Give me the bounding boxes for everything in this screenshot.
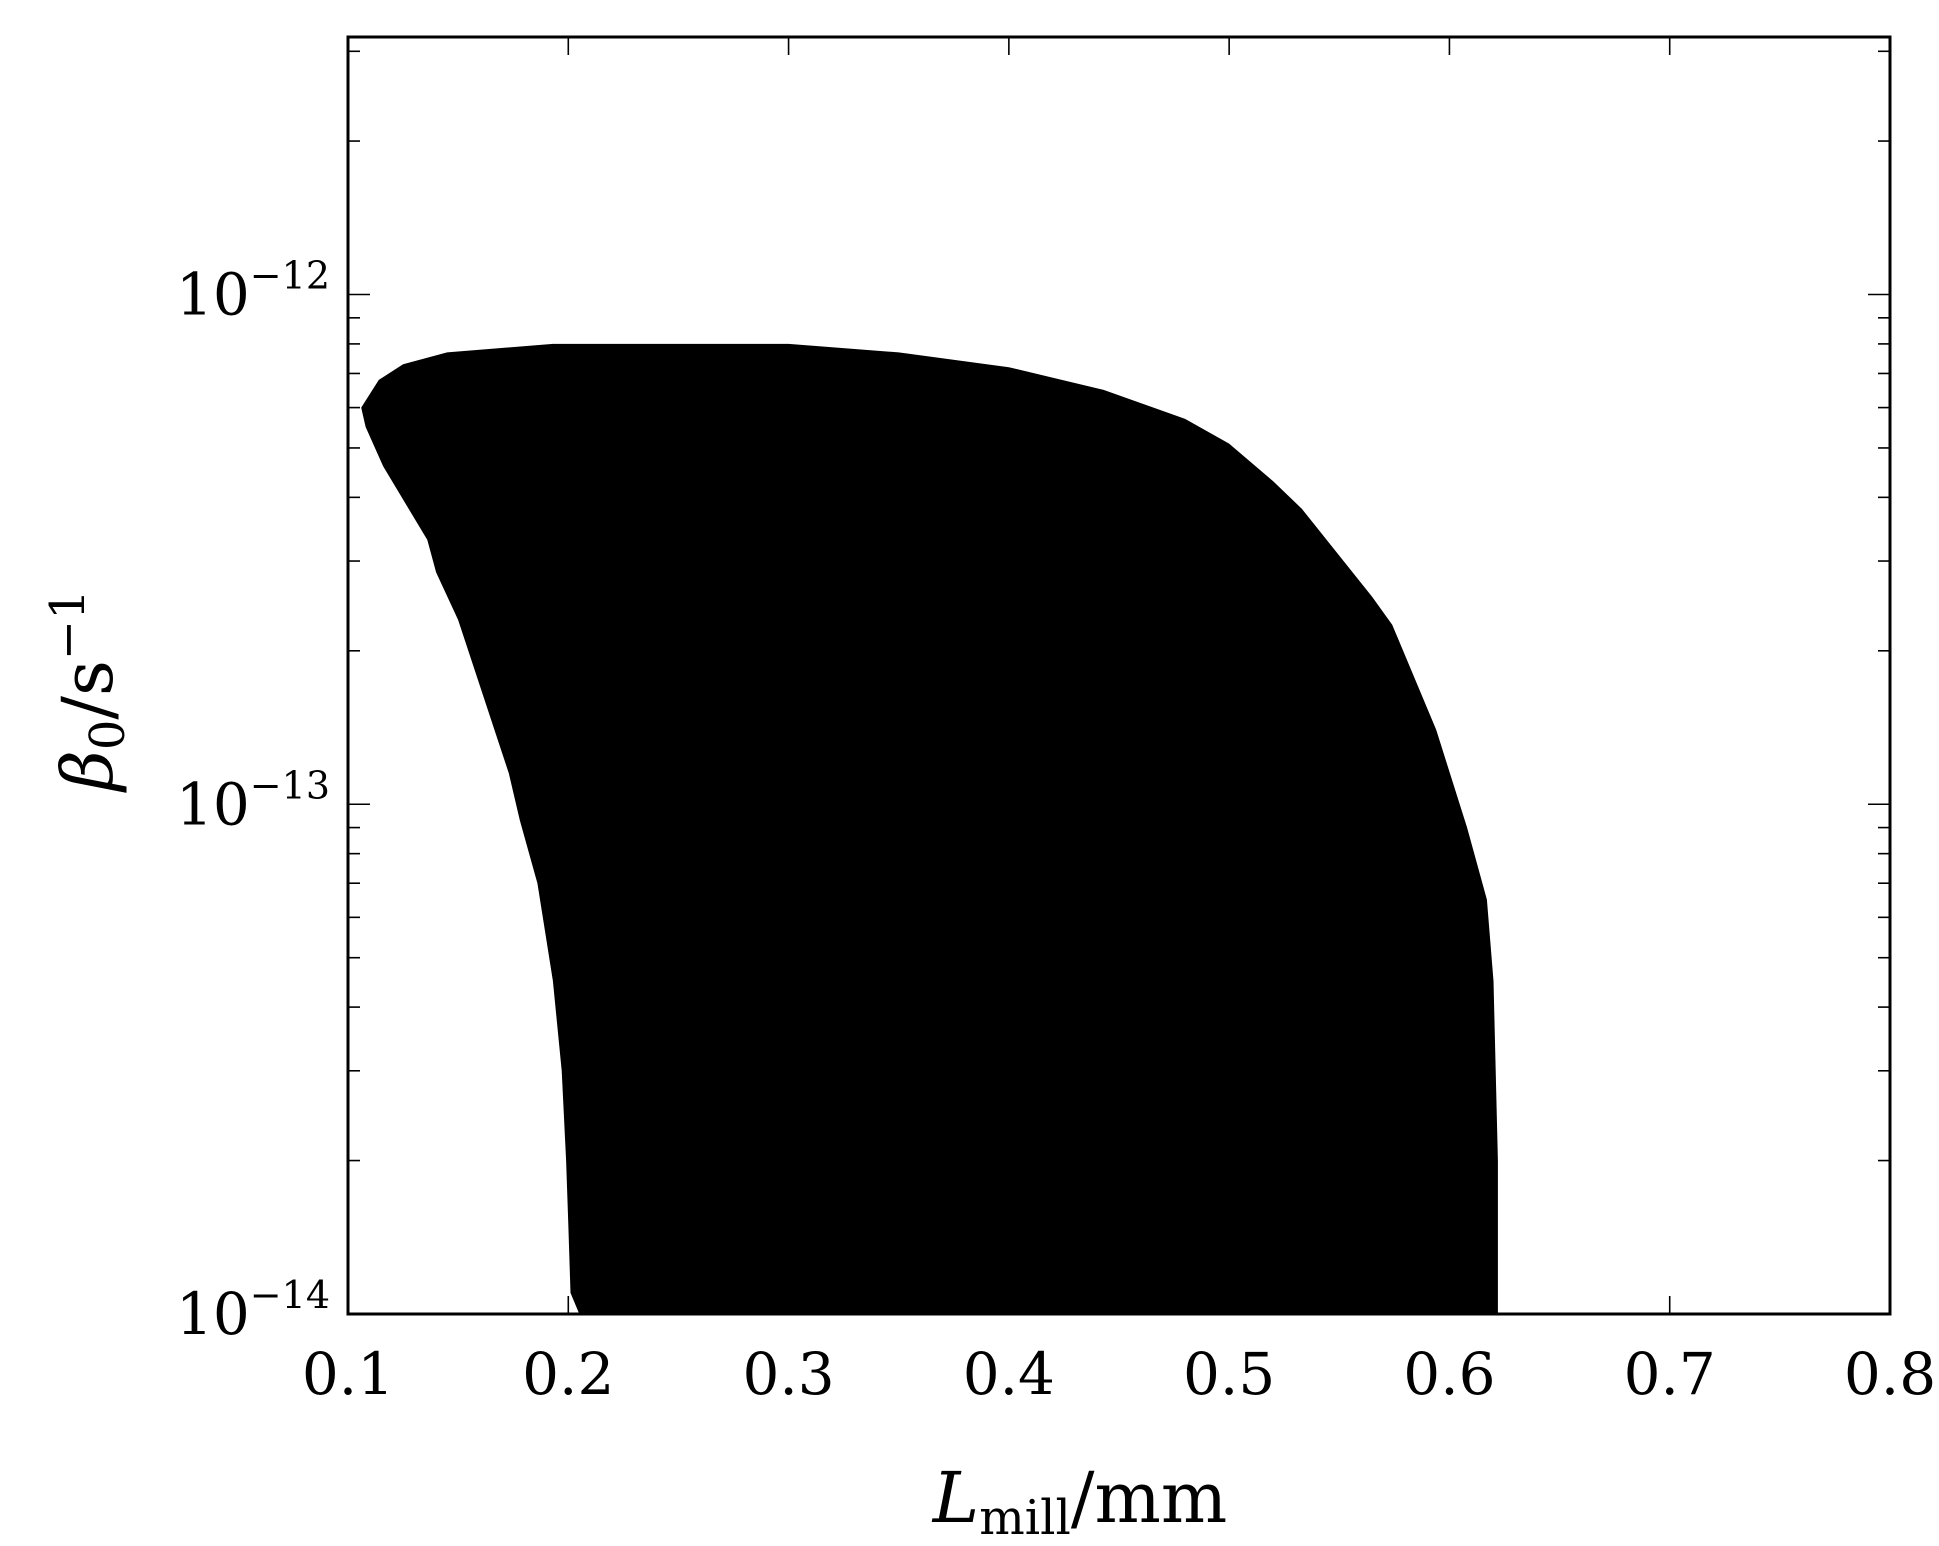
y-axis-title: β0/s−1	[40, 589, 136, 793]
x-tick-label: 0.6	[1403, 1340, 1495, 1408]
plot-frame	[346, 35, 1892, 1316]
x-tick-label: 0.5	[1183, 1340, 1275, 1408]
y-tick-label-base: 10	[176, 261, 250, 329]
x-axis-title-main: L	[931, 1457, 979, 1539]
y-tick-label-base: 10	[176, 1280, 250, 1348]
y-axis-title-main: β	[47, 750, 129, 793]
y-axis-title-exp: −1	[40, 589, 96, 660]
x-axis-title-unit: /mm	[1071, 1457, 1227, 1539]
x-tick-label: 0.1	[302, 1340, 394, 1408]
y-tick-label: 10−12	[176, 254, 330, 329]
x-tick-label: 0.8	[1844, 1340, 1936, 1408]
x-tick-labels: 0.1 0.2 0.3 0.4 0.5 0.6 0.7 0.8	[302, 1340, 1936, 1408]
y-tick-label-exp: −13	[250, 763, 330, 807]
x-tick-label: 0.3	[742, 1340, 834, 1408]
x-tick-label: 0.4	[963, 1340, 1055, 1408]
y-tick-label: 10−13	[176, 763, 330, 838]
y-tick-label-base: 10	[176, 770, 250, 838]
x-tick-label: 0.7	[1624, 1340, 1716, 1408]
x-axis-title-sub: mill	[979, 1490, 1071, 1546]
y-axis-title-sub: 0	[80, 720, 136, 751]
filled-region-0	[361, 343, 1498, 1314]
y-tick-label-exp: −14	[250, 1273, 330, 1317]
y-tick-label: 10−14	[176, 1273, 330, 1348]
x-axis-title: Lmill/mm	[931, 1457, 1227, 1546]
y-tick-label-exp: −12	[250, 254, 330, 298]
x-tick-label: 0.2	[522, 1340, 614, 1408]
plot-area	[361, 343, 1498, 1314]
y-axis-title-unit: /s	[47, 660, 129, 720]
